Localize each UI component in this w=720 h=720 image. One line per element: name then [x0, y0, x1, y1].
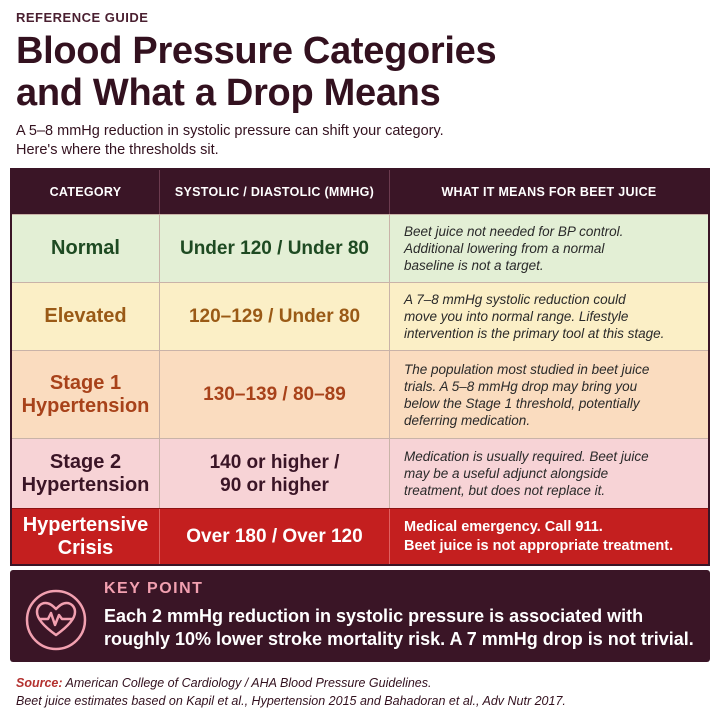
- key-point-box: KEY POINT Each 2 mmHg reduction in systo…: [10, 570, 710, 662]
- meaning-line: baseline is not a target.: [404, 258, 544, 273]
- meaning-line: intervention is the primary tool at this…: [404, 326, 665, 341]
- table-row-normal: Normal Under 120 / Under 80 Beet juice n…: [12, 214, 708, 282]
- values-cell: 130–139 / 80–89: [159, 351, 389, 438]
- table-row-elevated: Elevated 120–129 / Under 80 A 7–8 mmHg s…: [12, 282, 708, 350]
- meaning-line: Medication is usually required. Beet jui…: [404, 449, 649, 464]
- values-cell: Under 120 / Under 80: [159, 215, 389, 282]
- values-cell: Over 180 / Over 120: [159, 509, 389, 564]
- key-point-label: KEY POINT: [104, 580, 204, 597]
- category-name-line: Hypertension: [21, 394, 150, 417]
- table-row-crisis: Hypertensive Crisis Over 180 / Over 120 …: [12, 508, 708, 564]
- category-name: Normal: [51, 237, 120, 259]
- meaning-cell: A 7–8 mmHg systolic reduction could move…: [389, 283, 708, 350]
- category-name-line: Hypertension: [21, 473, 150, 496]
- table-row-stage-1: Stage 1 Hypertension 130–139 / 80–89 The…: [12, 350, 708, 438]
- key-point-line: Each 2 mmHg reduction in systolic pressu…: [104, 606, 644, 626]
- category-name-line: Crisis: [57, 536, 114, 559]
- meaning-line: below the Stage 1 threshold, potentially: [404, 395, 640, 411]
- bp-values: Under 120 / Under 80: [179, 238, 370, 259]
- category-cell: Normal: [12, 215, 159, 282]
- values-cell: 120–129 / Under 80: [159, 283, 389, 350]
- bp-values-line: 90 or higher: [220, 474, 329, 496]
- column-header-values: SYSTOLIC / DIASTOLIC (MMHG): [159, 170, 389, 214]
- category-cell: Stage 2 Hypertension: [12, 439, 159, 508]
- meaning-line: Beet juice not needed for BP control.: [404, 224, 624, 239]
- bp-values: 130–139 / 80–89: [203, 384, 346, 405]
- category-name-line: Hypertensive: [22, 513, 149, 536]
- values-cell: 140 or higher / 90 or higher: [159, 439, 389, 508]
- category-cell: Stage 1 Hypertension: [12, 351, 159, 438]
- column-header-category: CATEGORY: [49, 185, 122, 199]
- page-subtitle: A 5–8 mmHg reduction in systolic pressur…: [16, 122, 444, 160]
- source-text: American College of Cardiology / AHA Blo…: [62, 676, 432, 690]
- meaning-line: Medical emergency. Call 911.: [404, 518, 603, 535]
- source-footer: Source: American College of Cardiology /…: [16, 674, 706, 710]
- meaning-line: Beet juice is not appropriate treatment.: [404, 537, 674, 554]
- category-cell: Elevated: [12, 283, 159, 350]
- bp-values: 120–129 / Under 80: [188, 306, 361, 327]
- bp-values-line: 140 or higher /: [209, 451, 340, 473]
- bp-categories-table: CATEGORY SYSTOLIC / DIASTOLIC (MMHG) WHA…: [10, 168, 710, 566]
- meaning-line: move you into normal range. Lifestyle: [404, 309, 629, 324]
- table-row-stage-2: Stage 2 Hypertension 140 or higher / 90 …: [12, 438, 708, 508]
- meaning-line: may be a useful adjunct alongside: [404, 466, 609, 481]
- category-cell: Hypertensive Crisis: [12, 509, 159, 564]
- meaning-line: deferring medication.: [404, 412, 531, 428]
- estimate-note: Beet juice estimates based on Kapil et a…: [16, 694, 566, 708]
- source-label: Source:: [16, 676, 63, 690]
- meaning-line: A 7–8 mmHg systolic reduction could: [404, 292, 626, 307]
- meaning-line: The population most studied in beet juic…: [404, 361, 650, 377]
- subtitle-line-2: Here's where the thresholds sit.: [16, 142, 219, 158]
- column-header-meaning: WHAT IT MEANS FOR BEET JUICE: [389, 170, 708, 214]
- category-name: Elevated: [44, 305, 127, 327]
- key-point-line: roughly 10% lower stroke mortality risk.…: [104, 629, 694, 649]
- bp-values: Over 180 / Over 120: [186, 526, 363, 547]
- meaning-cell: The population most studied in beet juic…: [389, 351, 708, 438]
- category-name-line: Stage 2: [49, 450, 122, 473]
- meaning-line: treatment, but does not replace it.: [404, 483, 606, 498]
- title-line-1: Blood Pressure Categories: [16, 30, 497, 72]
- source-line: Source: American College of Cardiology /…: [16, 674, 706, 692]
- meaning-line: Additional lowering from a normal: [404, 241, 605, 256]
- page-title: Blood Pressure Categories and What a Dro…: [16, 30, 497, 114]
- title-line-2: and What a Drop Means: [16, 72, 441, 114]
- meaning-cell: Beet juice not needed for BP control. Ad…: [389, 215, 708, 282]
- meaning-cell: Medication is usually required. Beet jui…: [389, 439, 708, 508]
- meaning-cell: Medical emergency. Call 911. Beet juice …: [389, 509, 708, 564]
- eyebrow-label: REFERENCE GUIDE: [16, 10, 149, 25]
- heart-pulse-icon: [25, 589, 87, 651]
- meaning-line: trials. A 5–8 mmHg drop may bring you: [404, 378, 638, 394]
- subtitle-line-1: A 5–8 mmHg reduction in systolic pressur…: [16, 123, 444, 139]
- category-name-line: Stage 1: [49, 371, 122, 394]
- table-header: CATEGORY SYSTOLIC / DIASTOLIC (MMHG) WHA…: [12, 170, 708, 214]
- key-point-text: Each 2 mmHg reduction in systolic pressu…: [104, 605, 704, 651]
